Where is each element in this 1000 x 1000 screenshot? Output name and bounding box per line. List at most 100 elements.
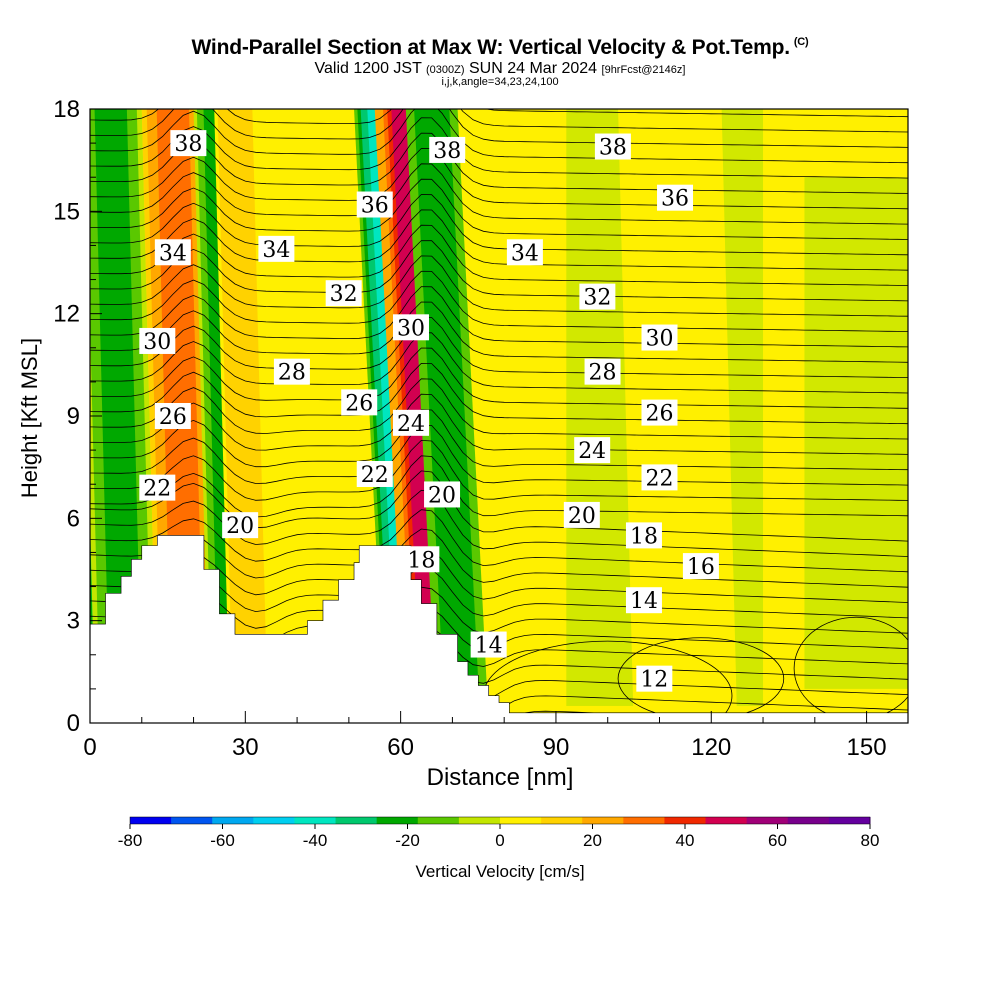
- contour-label: 18: [403, 546, 440, 573]
- contour-label: 34: [258, 235, 295, 263]
- contour-label: 38: [429, 136, 466, 164]
- contour-label-box: [139, 474, 176, 501]
- isentrope-line: [90, 470, 908, 542]
- contour-label-box: [625, 522, 662, 549]
- colorbar-swatch: [212, 817, 254, 824]
- contour-label: 22: [139, 474, 176, 502]
- y-tick-label: 15: [53, 198, 80, 225]
- contour-label-text: 28: [589, 361, 617, 386]
- isentrope-line: [90, 163, 908, 225]
- colorbar-swatch: [376, 817, 419, 824]
- contour-label: 12: [636, 665, 673, 693]
- contour-label-text: 16: [687, 555, 715, 580]
- isentrope-line: [90, 586, 908, 634]
- contour-label-box: [584, 358, 621, 385]
- contour-label-text: 22: [645, 466, 673, 491]
- isentrope-line: [90, 109, 908, 148]
- contour-label-box: [273, 358, 310, 385]
- contour-label: 30: [641, 324, 678, 352]
- contour-label-text: 38: [599, 136, 627, 161]
- contour-label-box: [356, 460, 393, 487]
- colorbar-swatch: [294, 817, 337, 824]
- contour-label-box: [356, 191, 393, 218]
- contour-label-box: [403, 546, 440, 573]
- contour-label-box: [657, 184, 694, 211]
- colorbar-swatch: [130, 817, 172, 824]
- isentrope-line: [90, 240, 908, 302]
- colorbar-swatch: [828, 817, 871, 824]
- y-tick-label: 0: [67, 710, 80, 737]
- colorbar-swatch: [335, 817, 378, 824]
- contour-label: 26: [641, 399, 678, 427]
- title-text: Wind-Parallel Section at Max W: Vertical…: [191, 36, 791, 59]
- colorbar-swatch: [582, 817, 624, 824]
- contour-label: 36: [356, 191, 393, 219]
- colorbar-swatch: [623, 817, 665, 824]
- contour-label-text: 30: [645, 327, 673, 352]
- contour-label-text: 34: [262, 238, 290, 263]
- contour-label-text: 24: [397, 412, 425, 437]
- contour-label: 34: [506, 239, 543, 266]
- colorbar-tick-label: -80: [118, 831, 143, 850]
- contour-label-text: 20: [226, 514, 254, 539]
- contour-label-box: [392, 314, 429, 341]
- contour-label-box: [392, 409, 429, 436]
- isentrope-line: [90, 109, 908, 133]
- colorbar-tick-label: 80: [861, 831, 880, 850]
- contour-label: 24: [392, 409, 429, 437]
- colorbar-swatch: [253, 817, 295, 824]
- x-tick-label: 150: [847, 734, 887, 761]
- isentrope-line: [90, 286, 908, 348]
- y-axis-label: Height [Kft MSL]: [17, 337, 42, 499]
- contour-label-text: 14: [630, 589, 658, 614]
- isentrope-line: [90, 528, 908, 588]
- isentrope-line: [90, 316, 908, 378]
- isentrope-line: [90, 455, 908, 518]
- contour-label-box: [594, 133, 631, 160]
- contour-label-text: 34: [159, 241, 187, 266]
- contour-label-box: [341, 389, 378, 416]
- colorbar-swatch: [171, 817, 213, 824]
- contour-label: 22: [641, 464, 678, 491]
- colorbar-label: Vertical Velocity [cm/s]: [415, 862, 585, 881]
- x-tick-label: 120: [691, 734, 731, 761]
- contour-label-text: 12: [640, 668, 668, 693]
- isentrope-line: [90, 255, 908, 317]
- contour-label-text: 32: [330, 282, 358, 307]
- x-tick-label: 90: [543, 734, 570, 761]
- y-tick-label: 12: [53, 301, 80, 328]
- contour-label: 30: [139, 327, 176, 355]
- w-column-band: [99, 109, 138, 723]
- isentrope-line: [90, 178, 908, 240]
- contour-label: 38: [594, 133, 631, 161]
- contour-label-box: [429, 136, 466, 163]
- contour-label-text: 14: [475, 634, 503, 659]
- contour-label: 28: [273, 358, 310, 386]
- colorbar-swatch: [746, 817, 789, 824]
- contour-label-text: 28: [278, 361, 306, 386]
- colorbar-tick-label: 20: [583, 831, 602, 850]
- contour-label: 30: [392, 314, 429, 341]
- valid-time: Valid 1200 JST (0300Z) SUN 24 Mar 2024 […: [0, 60, 1000, 78]
- isentrope-line: [90, 567, 908, 619]
- y-tick-label: 6: [67, 505, 80, 532]
- contour-label: 36: [657, 184, 694, 212]
- contour-label-text: 32: [583, 286, 611, 311]
- isentrope-line: [90, 270, 908, 332]
- isentrope-line: [90, 393, 908, 455]
- contour-label-text: 34: [511, 241, 539, 266]
- isentrope-line: [90, 509, 908, 573]
- isentrope-line: [90, 424, 908, 486]
- w-column-band: [422, 109, 473, 723]
- contour-label-text: 38: [433, 139, 461, 164]
- contour-label-box: [222, 512, 259, 539]
- contour-label: 26: [154, 403, 191, 430]
- contour-label-text: 20: [568, 504, 596, 529]
- isentrope-line: [90, 332, 908, 394]
- isentrope-line: [90, 378, 908, 440]
- y-tick-label: 9: [67, 403, 80, 430]
- y-tick-label: 18: [53, 96, 80, 123]
- w-column-band: [227, 109, 258, 723]
- contour-label: 18: [625, 522, 662, 549]
